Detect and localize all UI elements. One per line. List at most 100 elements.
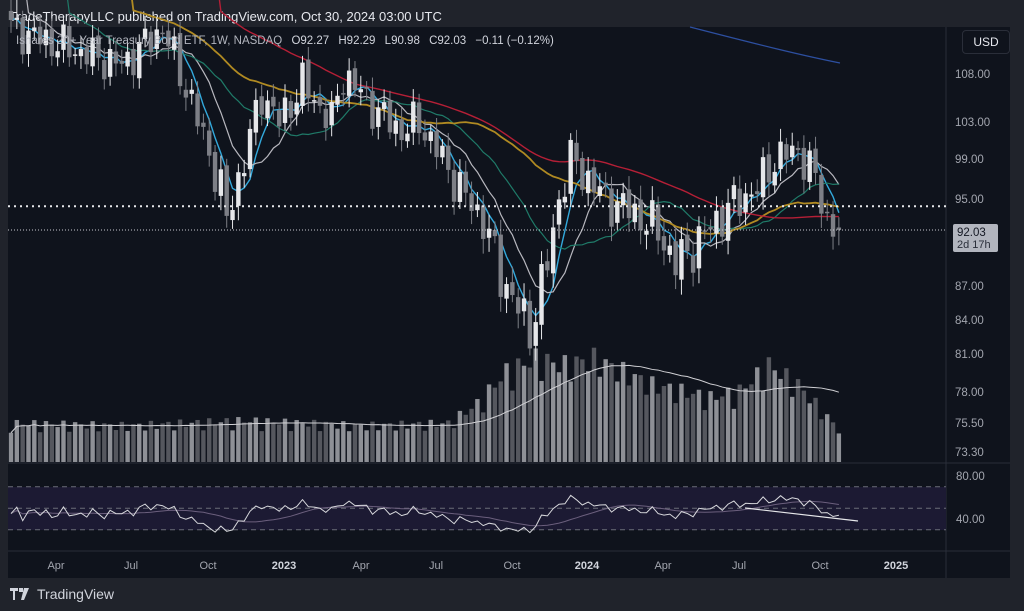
candle	[160, 25, 165, 43]
candle	[597, 173, 603, 203]
candle	[72, 47, 78, 65]
candle	[119, 49, 124, 74]
volume-bar	[784, 368, 789, 462]
candle	[113, 40, 119, 77]
rsi-trendline[interactable]	[744, 507, 859, 522]
candle	[743, 183, 748, 226]
time-tick: Jul	[429, 560, 443, 572]
volume-bar	[43, 421, 49, 462]
candle	[626, 176, 632, 233]
time-tick: 2024	[575, 560, 600, 572]
price-tick: 81.00	[955, 349, 984, 361]
volume-bar	[317, 431, 323, 462]
volume-bar	[183, 426, 189, 462]
candle	[183, 78, 189, 111]
volume-bar	[550, 362, 556, 462]
candle	[819, 163, 824, 228]
volume-bar	[271, 422, 276, 462]
volume-bar	[358, 424, 363, 462]
candle	[708, 219, 713, 244]
volume-bar	[655, 393, 661, 462]
tradingview-brand[interactable]: TradingView	[10, 586, 114, 602]
candle	[440, 139, 445, 165]
volume-bar	[644, 394, 649, 462]
candle	[381, 89, 387, 121]
currency-button[interactable]: USD	[962, 30, 1010, 54]
ohlc-low: L90.98	[384, 35, 420, 47]
volume-bar	[463, 414, 468, 462]
volume-bar	[580, 359, 585, 462]
rsi-line	[10, 494, 840, 534]
candle	[247, 119, 253, 178]
candle	[253, 88, 259, 146]
candle	[673, 227, 678, 290]
volume-bar	[801, 390, 807, 462]
volume-bar	[37, 432, 43, 462]
volume-bar	[830, 422, 836, 462]
volume-bar	[650, 376, 655, 462]
candle	[481, 195, 486, 254]
volume-bar	[696, 389, 702, 462]
candle	[358, 75, 363, 106]
volume-bar	[440, 423, 445, 462]
volume-bar	[335, 428, 340, 462]
candle	[125, 42, 130, 75]
candle	[364, 81, 369, 101]
rsi-tick-80: 80.00	[956, 471, 985, 483]
candle	[556, 190, 562, 239]
time-tick: Oct	[811, 560, 828, 572]
candle	[26, 18, 31, 67]
candle	[568, 133, 573, 208]
volume-bar	[446, 420, 451, 462]
volume-bar	[381, 423, 387, 462]
volume-bar	[749, 384, 754, 462]
candle	[749, 182, 754, 211]
volume-bar	[341, 421, 346, 462]
candle	[259, 84, 264, 126]
candle	[90, 25, 95, 76]
volume-bar	[253, 417, 259, 462]
candle	[387, 90, 393, 140]
candle	[376, 99, 381, 140]
candle	[580, 151, 585, 197]
candle	[661, 221, 667, 266]
candle	[335, 83, 340, 113]
candle	[685, 222, 690, 259]
last-price-label: 92.03	[957, 227, 986, 239]
ohlc-change: −0.11 (−0.12%)	[475, 35, 554, 47]
candle	[393, 108, 398, 147]
candle	[644, 224, 649, 250]
ohlc-high: H92.29	[338, 35, 376, 47]
candle	[352, 61, 358, 98]
volume-bar	[521, 365, 527, 462]
volume-bar	[422, 430, 428, 462]
candle	[755, 179, 760, 202]
volume-bar	[591, 347, 597, 462]
candle	[195, 81, 200, 135]
candle	[760, 147, 766, 210]
volume-bar	[825, 414, 830, 462]
rsi-tick-40: 40.00	[956, 514, 985, 526]
candle	[813, 136, 818, 185]
candle	[137, 34, 142, 89]
candle	[702, 216, 707, 240]
volume-bar	[609, 363, 614, 462]
volume-bar	[370, 421, 375, 462]
candle	[311, 91, 317, 113]
volume-bar	[405, 428, 410, 462]
price-tick: 84.00	[955, 315, 984, 327]
volume-ma-line	[10, 364, 840, 434]
volume-bar	[428, 419, 433, 462]
bar-countdown: 2d 17h	[957, 239, 991, 251]
chart-panel[interactable]	[8, 27, 1010, 578]
candle	[37, 15, 43, 54]
time-tick: Apr	[47, 560, 64, 572]
volume-bar	[137, 423, 142, 462]
candle	[492, 221, 498, 244]
volume-bar	[154, 428, 159, 462]
volume-bar	[533, 348, 538, 462]
volume-bar	[667, 383, 672, 462]
candle	[562, 183, 568, 209]
volume-bar	[177, 419, 183, 462]
